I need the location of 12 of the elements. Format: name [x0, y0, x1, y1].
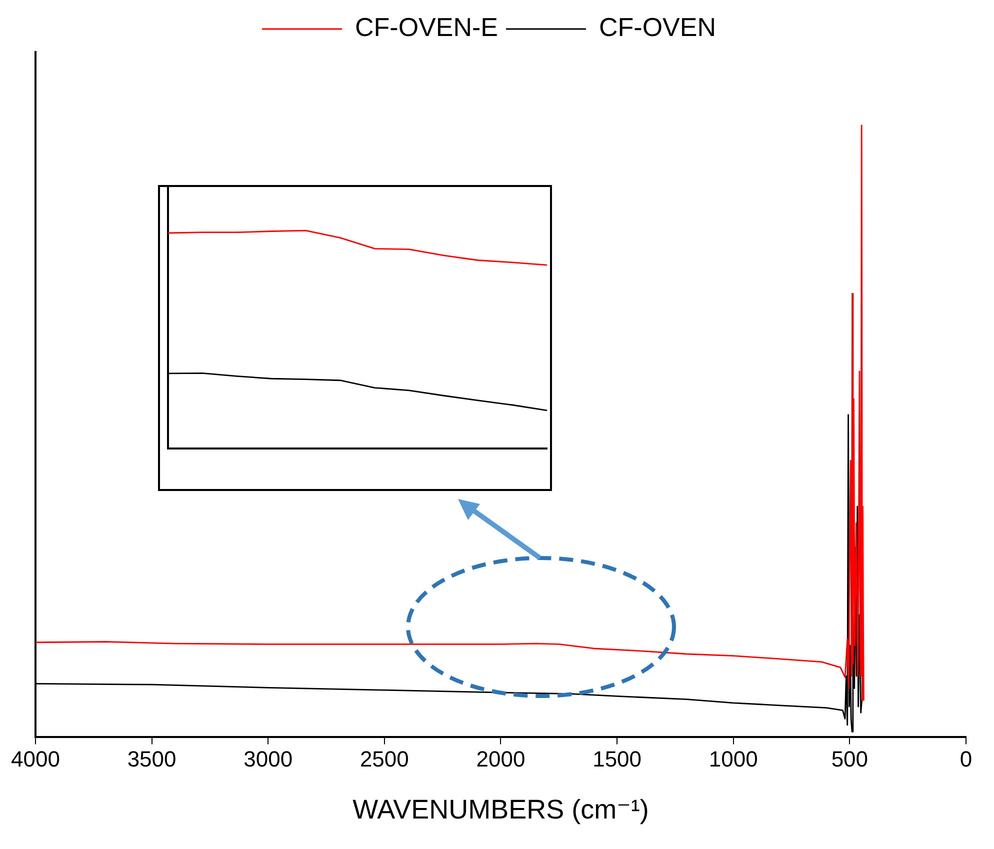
x-tick-label: 1000 [708, 746, 758, 772]
x-tick-label: 2000 [476, 746, 526, 772]
x-tick-label: 2500 [360, 746, 409, 772]
legend-label: CF-OVEN-E [355, 12, 498, 42]
legend-label: CF-OVEN [599, 12, 716, 42]
x-tick-label: 500 [831, 746, 868, 772]
x-tick-label: 4000 [10, 746, 60, 772]
x-axis-title: WAVENUMBERS (cm⁻¹) [352, 794, 649, 824]
x-tick-label: 3000 [244, 746, 293, 772]
x-tick-label: 3500 [127, 746, 176, 772]
x-tick-label: 0 [960, 746, 972, 772]
x-tick-label: 1500 [592, 746, 642, 772]
